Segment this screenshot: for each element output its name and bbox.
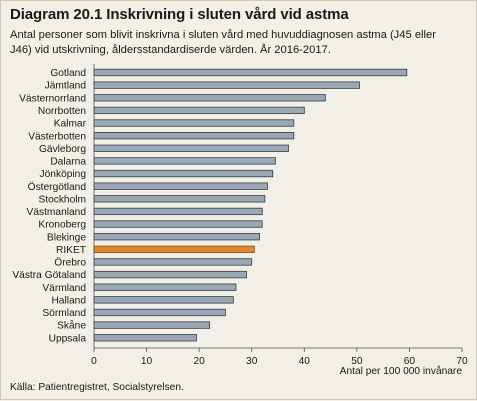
category-label: Uppsala bbox=[49, 333, 87, 344]
bar-dalarna bbox=[93, 157, 276, 165]
bar-västmanland bbox=[93, 207, 263, 216]
category-label: RIKET bbox=[56, 245, 86, 256]
bar-värmland bbox=[93, 283, 237, 291]
category-label: Halland bbox=[51, 295, 86, 306]
bar-östergötland bbox=[93, 182, 268, 190]
category-label: Västerbotten bbox=[28, 131, 86, 142]
source-note: Källa: Patientregistret, Socialstyrelsen… bbox=[10, 382, 184, 393]
category-label: Stockholm bbox=[38, 194, 86, 205]
bar-jämtland bbox=[93, 81, 360, 89]
category-label: Jämtland bbox=[45, 81, 87, 92]
bar-sörmland bbox=[93, 308, 226, 317]
x-tick-label: 20 bbox=[193, 356, 205, 367]
category-label: Kalmar bbox=[54, 119, 87, 130]
category-label: Örebro bbox=[54, 257, 86, 269]
bar-uppsala bbox=[93, 334, 197, 342]
bar-jönköping bbox=[93, 169, 274, 178]
x-axis-label: Antal per 100 000 invånare bbox=[340, 365, 463, 377]
category-label: Blekinge bbox=[47, 232, 86, 243]
chart-title: Diagram 20.1 Inskrivning i sluten vård v… bbox=[10, 6, 349, 23]
x-tick-label: 30 bbox=[246, 356, 258, 367]
bar-blekinge bbox=[93, 233, 261, 241]
bar-halland bbox=[93, 296, 234, 304]
bar-örebro bbox=[93, 258, 253, 266]
category-label: Östergötland bbox=[28, 181, 87, 193]
category-label: Skåne bbox=[57, 320, 86, 332]
bar-gävleborg bbox=[93, 144, 289, 152]
x-tick-label: 40 bbox=[299, 356, 311, 367]
x-tick-label: 50 bbox=[351, 356, 363, 367]
category-label: Gotland bbox=[50, 68, 86, 79]
bar-västra-götaland bbox=[93, 270, 247, 279]
category-label: Västernorrland bbox=[19, 93, 86, 104]
x-tick-label: 10 bbox=[141, 356, 153, 367]
category-label: Kronoberg bbox=[38, 220, 86, 231]
x-tick-label: 70 bbox=[456, 356, 468, 367]
bar-norrbotten bbox=[93, 106, 305, 115]
bar-riket bbox=[93, 245, 255, 253]
category-label: Västra Götaland bbox=[12, 270, 86, 281]
category-label: Dalarna bbox=[50, 157, 86, 168]
bar-västernorrland bbox=[93, 94, 326, 102]
bar-stockholm bbox=[93, 195, 266, 203]
category-label: Värmland bbox=[42, 283, 86, 294]
chart-subtitle: Antal personer som blivit inskrivna i sl… bbox=[10, 29, 436, 56]
category-label: Norrbotten bbox=[38, 106, 86, 117]
category-label: Gävleborg bbox=[39, 144, 86, 155]
x-tick-label: 0 bbox=[91, 356, 97, 367]
bar-västerbotten bbox=[93, 131, 295, 140]
bar-kalmar bbox=[93, 119, 295, 127]
category-label: Västmanland bbox=[27, 207, 87, 218]
bar-gotland bbox=[93, 68, 408, 77]
bar-skåne bbox=[93, 321, 211, 329]
bar-kronoberg bbox=[93, 220, 263, 228]
category-label: Jönköping bbox=[40, 169, 87, 180]
x-tick-label: 60 bbox=[404, 356, 416, 367]
category-label: Sörmland bbox=[42, 308, 86, 319]
